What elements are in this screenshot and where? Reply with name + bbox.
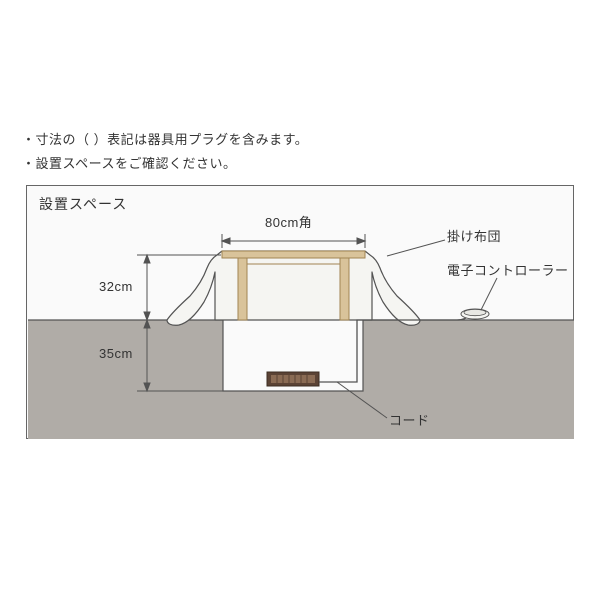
table-leg-right <box>340 258 349 320</box>
dimension-width <box>222 234 365 248</box>
label-cord: コード <box>389 410 430 429</box>
label-futon: 掛け布団 <box>447 226 501 245</box>
label-width: 80cm角 <box>265 212 312 231</box>
installation-space-panel: 設置スペース <box>26 185 574 439</box>
controller-icon <box>461 309 489 319</box>
notes-block: ・寸法の（ ）表記は器具用プラグを含みます。 ・設置スペースをご確認ください。 <box>22 128 308 176</box>
heater-unit <box>267 372 319 386</box>
note-line-1: ・寸法の（ ）表記は器具用プラグを含みます。 <box>22 128 308 152</box>
table-leg-left <box>238 258 247 320</box>
label-lower-height: 35cm <box>99 346 133 361</box>
leader-controller <box>481 278 497 310</box>
note-line-2: ・設置スペースをご確認ください。 <box>22 152 308 176</box>
label-upper-height: 32cm <box>99 279 133 294</box>
label-controller: 電子コントローラー <box>447 260 569 279</box>
leader-futon <box>387 240 445 256</box>
futon-shape <box>167 251 420 325</box>
table-top <box>222 251 365 258</box>
